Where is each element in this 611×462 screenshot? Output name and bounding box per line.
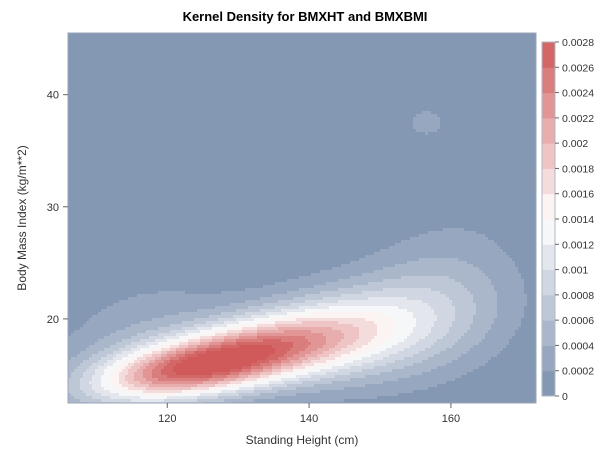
plot-area [68, 33, 537, 406]
chart-title: Kernel Density for BMXHT and BMXBMI [183, 9, 428, 24]
